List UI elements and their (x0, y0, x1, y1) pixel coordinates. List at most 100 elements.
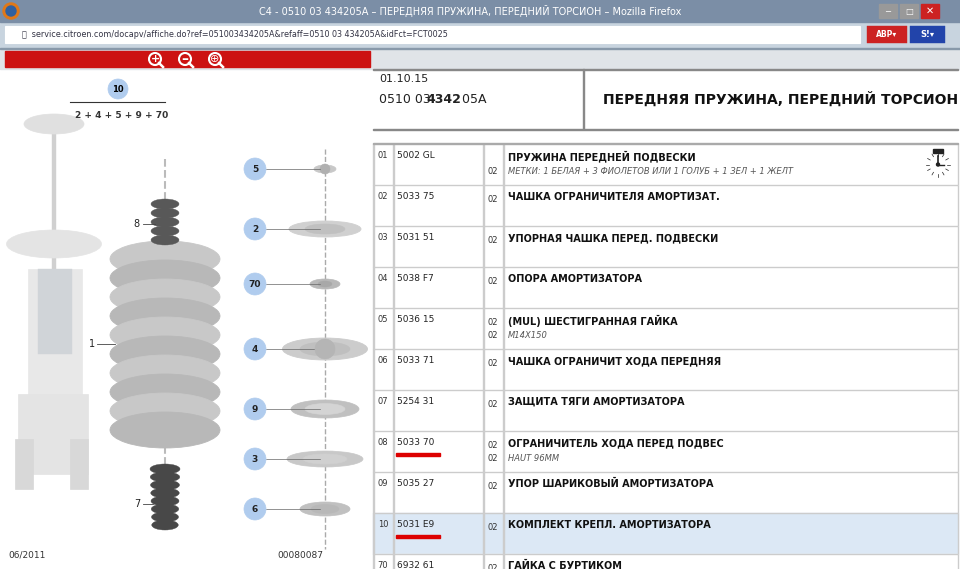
Text: 5035 27: 5035 27 (397, 479, 434, 488)
Text: МЕТКИ: 1 БЕЛАЯ + 3 ФИОЛЕТОВ ИЛИ 1 ГОЛУБ + 1 ЗЕЛ + 1 ЖЕЛТ: МЕТКИ: 1 БЕЛАЯ + 3 ФИОЛЕТОВ ИЛИ 1 ГОЛУБ … (508, 167, 793, 175)
Text: HAUT 96MM: HAUT 96MM (508, 453, 559, 463)
Ellipse shape (291, 400, 359, 418)
Bar (373, 307, 958, 308)
Bar (0, 49, 960, 69)
Text: ABP▾: ABP▾ (876, 30, 898, 39)
Bar (0, 22, 960, 48)
Text: 5031 E9: 5031 E9 (397, 520, 434, 529)
Text: 1: 1 (89, 339, 95, 349)
Text: 70: 70 (377, 561, 388, 569)
Bar (879, 4, 897, 18)
Ellipse shape (289, 221, 361, 237)
Bar (867, 26, 907, 43)
Text: 6932 61: 6932 61 (397, 561, 434, 569)
Bar (373, 554, 958, 569)
Ellipse shape (151, 226, 179, 236)
Bar (38, 269, 72, 354)
Ellipse shape (110, 412, 220, 448)
Ellipse shape (311, 505, 339, 513)
Text: 02: 02 (488, 195, 498, 204)
Ellipse shape (110, 279, 220, 315)
Ellipse shape (151, 235, 179, 245)
Text: ГАЙКА С БУРТИКОМ: ГАЙКА С БУРТИКОМ (508, 561, 622, 569)
Ellipse shape (151, 472, 180, 482)
Bar (0, 48, 960, 49)
Ellipse shape (152, 504, 179, 514)
Text: УПОР ШАРИКОВЫЙ АМОРТИЗАТОРА: УПОР ШАРИКОВЫЙ АМОРТИЗАТОРА (508, 479, 713, 489)
Bar (18, 394, 88, 474)
Text: 2: 2 (252, 225, 258, 233)
Bar (373, 69, 958, 567)
Text: 02: 02 (488, 236, 498, 245)
Bar (15, 439, 33, 489)
Text: 02: 02 (488, 359, 498, 368)
Text: 02: 02 (488, 277, 498, 286)
Text: 5033 71: 5033 71 (397, 356, 434, 365)
Text: 7: 7 (133, 499, 140, 509)
Ellipse shape (318, 281, 332, 287)
Ellipse shape (300, 342, 350, 356)
Bar (373, 69, 958, 70)
Text: 02: 02 (488, 167, 498, 175)
Ellipse shape (110, 317, 220, 353)
Text: 5: 5 (252, 164, 258, 174)
Bar (373, 225, 958, 226)
Text: 05: 05 (377, 315, 388, 324)
Text: 5254 31: 5254 31 (397, 397, 434, 406)
Bar (900, 4, 918, 18)
Text: 03: 03 (377, 233, 388, 242)
Text: ✕: ✕ (926, 6, 934, 16)
Text: 00080087: 00080087 (277, 551, 323, 560)
Text: 02: 02 (488, 523, 498, 532)
Text: 09: 09 (377, 479, 388, 488)
Bar (396, 535, 440, 538)
Circle shape (244, 218, 266, 240)
Text: ЗАЩИТА ТЯГИ АМОРТИЗАТОРА: ЗАЩИТА ТЯГИ АМОРТИЗАТОРА (508, 397, 684, 407)
Bar (373, 185, 958, 226)
Bar (373, 431, 958, 472)
Bar (52, 119, 56, 399)
Text: 5036 15: 5036 15 (397, 315, 434, 324)
Circle shape (315, 339, 335, 359)
Text: 01: 01 (377, 151, 388, 160)
Text: (MUL) ШЕСТИГРАННАЯ ГАЙКА: (MUL) ШЕСТИГРАННАЯ ГАЙКА (508, 315, 678, 327)
Text: ─: ─ (885, 6, 891, 15)
Circle shape (320, 164, 330, 174)
Text: 5002 GL: 5002 GL (397, 151, 435, 160)
Bar (5, 51, 370, 67)
Bar (0, 0, 960, 22)
Text: C4 - 0510 03 434205A – ПЕРЕДНЯЯ ПРУЖИНА, ПЕРЕДНИЙ ТОРСИОН – Mozilla Firefox: C4 - 0510 03 434205A – ПЕРЕДНЯЯ ПРУЖИНА,… (259, 5, 682, 17)
Bar (373, 129, 958, 130)
Bar (373, 129, 958, 143)
Text: +: + (151, 54, 159, 64)
Ellipse shape (303, 454, 347, 464)
Ellipse shape (151, 199, 179, 209)
Ellipse shape (151, 488, 180, 498)
Bar (75, 107, 253, 562)
Text: ОГРАНИЧИТЕЛЬ ХОДА ПЕРЕД ПОДВЕС: ОГРАНИЧИТЕЛЬ ХОДА ПЕРЕД ПОДВЕС (508, 438, 724, 448)
Bar (933, 149, 943, 152)
Ellipse shape (152, 512, 179, 522)
Text: 02: 02 (488, 400, 498, 409)
Bar (373, 226, 958, 267)
Bar (373, 348, 958, 349)
Ellipse shape (150, 464, 180, 474)
Bar (28, 269, 82, 399)
Ellipse shape (305, 403, 345, 414)
Text: □: □ (905, 6, 913, 15)
Text: 02: 02 (488, 318, 498, 327)
Ellipse shape (151, 217, 179, 227)
Bar (373, 266, 958, 267)
Ellipse shape (110, 355, 220, 391)
Text: 02: 02 (488, 453, 498, 463)
Circle shape (925, 151, 951, 178)
Bar (373, 513, 958, 554)
Circle shape (244, 448, 266, 470)
Text: –: – (181, 52, 188, 66)
Ellipse shape (300, 502, 350, 516)
Circle shape (244, 273, 266, 295)
Text: 02: 02 (488, 482, 498, 491)
Text: ⊕: ⊕ (210, 54, 220, 64)
Text: 4: 4 (252, 344, 258, 353)
Text: ЧАШКА ОГРАНИЧИТ ХОДА ПЕРЕДНЯЯ: ЧАШКА ОГРАНИЧИТ ХОДА ПЕРЕДНЯЯ (508, 356, 721, 366)
